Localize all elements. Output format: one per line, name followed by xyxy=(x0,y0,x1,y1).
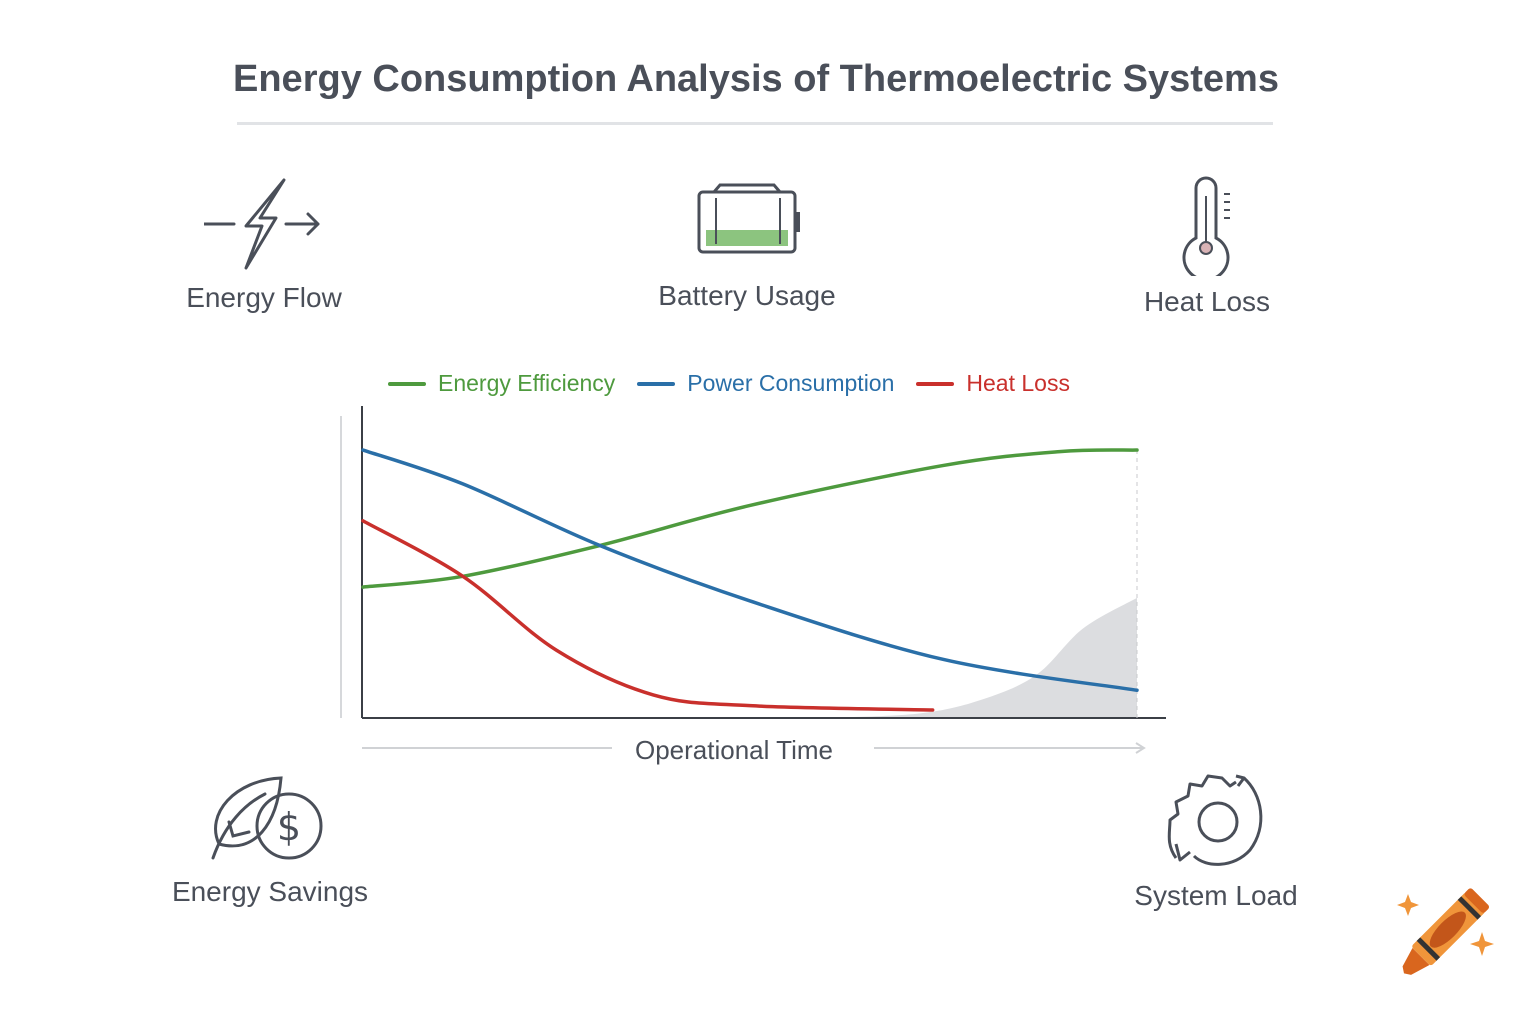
x-arrow-right xyxy=(874,742,1146,754)
crayon-logo-icon xyxy=(1397,888,1494,975)
page-title: Energy Consumption Analysis of Thermoele… xyxy=(233,58,1279,100)
feature-system-load: System Load xyxy=(1066,774,1366,912)
legend-item-power-consumption: Power Consumption xyxy=(637,370,894,397)
legend-item-heat-loss: Heat Loss xyxy=(916,370,1070,397)
series-line-energy-efficiency xyxy=(361,448,1139,589)
svg-text:$: $ xyxy=(277,805,301,849)
series-line-heat-loss xyxy=(361,519,935,712)
thermometer-icon xyxy=(1182,176,1230,276)
legend-swatch xyxy=(637,381,676,386)
title-divider xyxy=(237,122,1273,125)
x-axis-label: Operational Time xyxy=(635,735,833,765)
legend-label: Heat Loss xyxy=(966,370,1070,396)
feature-label: Heat Loss xyxy=(1143,286,1271,317)
lightning-arrow-icon xyxy=(204,178,320,270)
shaded-area xyxy=(827,597,1137,718)
legend-label: Power Consumption xyxy=(687,370,895,396)
chart-legend: Energy Efficiency Power Consumption Heat… xyxy=(388,370,1092,397)
feature-label: Energy Savings xyxy=(171,876,369,907)
battery-icon xyxy=(697,183,800,254)
legend-swatch xyxy=(388,381,426,386)
leaf-dollar-icon: $ xyxy=(211,776,323,860)
legend-item-energy-efficiency: Energy Efficiency xyxy=(388,370,615,397)
feature-label: Energy Flow xyxy=(186,282,342,313)
feature-label: System Load xyxy=(1134,880,1298,911)
feature-energy-flow: Energy Flow xyxy=(114,176,414,314)
series-line-power-consumption xyxy=(361,448,1139,693)
feature-energy-savings: $ Energy Savings xyxy=(120,774,420,908)
gear-cycle-icon xyxy=(1167,774,1263,866)
feature-battery-usage: Battery Usage xyxy=(597,180,897,312)
feature-label: Battery Usage xyxy=(658,280,836,311)
legend-label: Energy Efficiency xyxy=(438,370,616,396)
feature-heat-loss: Heat Loss xyxy=(1057,176,1357,318)
legend-swatch xyxy=(916,381,955,386)
